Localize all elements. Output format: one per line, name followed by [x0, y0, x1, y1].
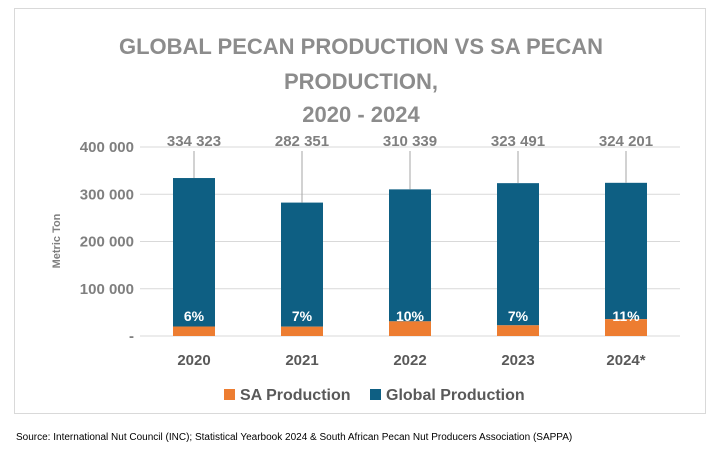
- legend-label: Global Production: [386, 387, 525, 404]
- y-axis-ticks: - 100 000 200 000 300 000 400 000: [80, 139, 134, 345]
- total-value-label: 334 323: [167, 133, 221, 150]
- legend: SA Production Global Production: [224, 387, 525, 404]
- total-value-label: 282 351: [275, 133, 329, 150]
- chart-title: GLOBAL PECAN PRODUCTION VS SA PECAN PRODU…: [119, 34, 603, 127]
- bar-global-production: [281, 202, 323, 327]
- bar-global-production: [389, 189, 431, 322]
- y-axis-label: Metric Ton: [51, 213, 63, 268]
- bar-sa-production: [389, 321, 431, 336]
- bar-sa-production: [605, 319, 647, 336]
- sa-share-label: 6%: [184, 308, 205, 324]
- chart-title-line-2: PRODUCTION,: [284, 69, 438, 94]
- bar-sa-production: [173, 326, 215, 336]
- source-note: Source: International Nut Council (INC);…: [16, 432, 573, 443]
- legend-swatch: [370, 389, 381, 400]
- legend-label: SA Production: [240, 387, 351, 404]
- chart-frame: GLOBAL PECAN PRODUCTION VS SA PECAN PRODU…: [14, 8, 706, 414]
- legend-swatch: [224, 389, 235, 400]
- y-tick-label: 100 000: [80, 281, 134, 298]
- x-category-label: 2022: [393, 352, 426, 369]
- total-value-label: 323 491: [491, 133, 545, 150]
- x-axis-categories: 2020 2021 2022 2023 2024*: [177, 352, 645, 369]
- chart-title-line-1: GLOBAL PECAN PRODUCTION VS SA PECAN: [119, 34, 603, 59]
- bar-global-production: [605, 182, 647, 320]
- x-category-label: 2020: [177, 352, 210, 369]
- sa-share-label: 7%: [292, 308, 313, 324]
- total-value-label: 310 339: [383, 133, 437, 150]
- bar-global-production: [173, 178, 215, 327]
- bar-sa-production: [281, 326, 323, 336]
- y-tick-label: -: [129, 328, 134, 345]
- sa-share-label: 11%: [612, 308, 640, 324]
- y-tick-label: 200 000: [80, 234, 134, 251]
- y-tick-label: 400 000: [80, 139, 134, 156]
- sa-share-label: 10%: [396, 308, 425, 324]
- x-category-label: 2024*: [606, 352, 645, 369]
- total-value-label: 324 201: [599, 133, 653, 150]
- bar-sa-production: [497, 325, 539, 336]
- y-tick-label: 300 000: [80, 186, 134, 203]
- x-category-label: 2023: [501, 352, 534, 369]
- x-category-label: 2021: [285, 352, 318, 369]
- chart-title-line-3: 2020 - 2024: [302, 102, 420, 127]
- chart: GLOBAL PECAN PRODUCTION VS SA PECAN PRODU…: [51, 34, 680, 404]
- bar-global-production: [497, 183, 539, 326]
- bars: 6% 334 323 7% 282 351 10% 310 339 7% 323 491 11%…: [167, 133, 653, 336]
- sa-share-label: 7%: [508, 308, 529, 324]
